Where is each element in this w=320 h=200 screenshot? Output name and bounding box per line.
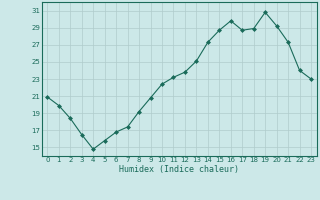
X-axis label: Humidex (Indice chaleur): Humidex (Indice chaleur) [119,165,239,174]
